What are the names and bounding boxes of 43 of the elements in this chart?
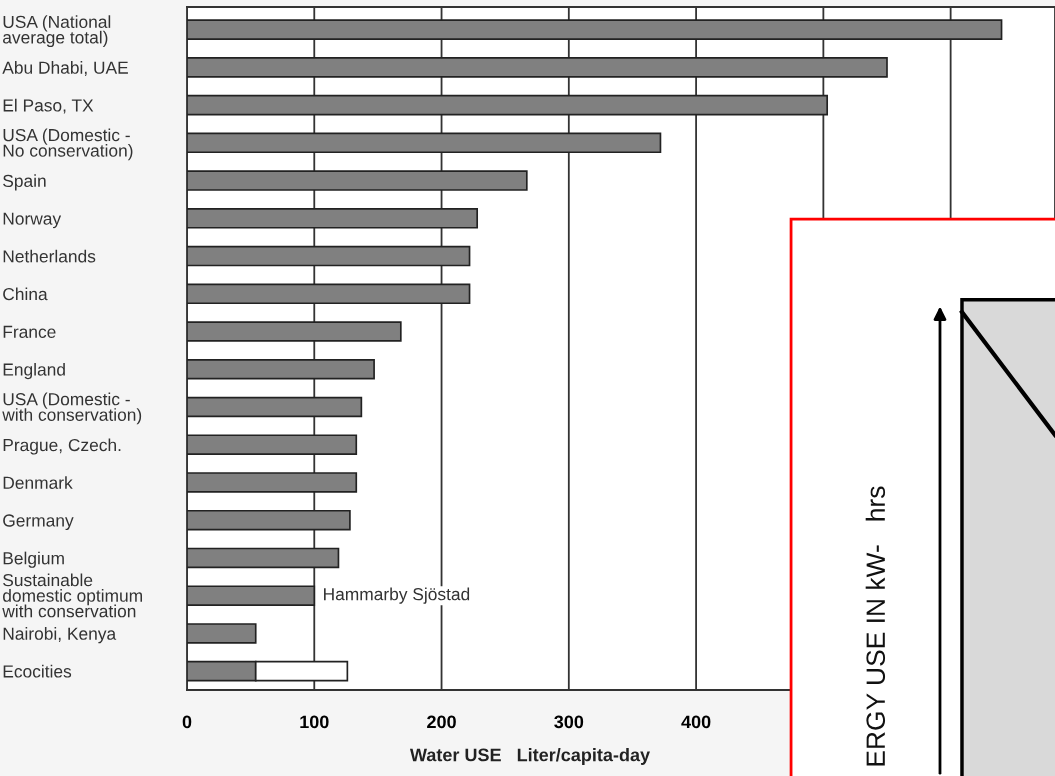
x-tick-label: 0 — [182, 715, 192, 729]
bar — [187, 57, 888, 78]
y-tick-label: China — [3, 287, 48, 301]
bar — [187, 208, 479, 229]
x-tick-label: 300 — [554, 715, 584, 729]
bar — [187, 396, 363, 418]
y-tick-label: El Paso, TX — [3, 98, 94, 114]
x-tick-label: 400 — [681, 715, 711, 729]
y-tick-label: Sustainable domestic optimum with conservation — [2, 573, 142, 618]
x-axis-title: Water USE Liter/capita-day — [409, 748, 650, 765]
bar — [187, 19, 1003, 40]
x-tick-label: 200 — [427, 715, 456, 729]
bar — [187, 170, 528, 191]
y-tick-label: Spain — [3, 174, 46, 191]
y-tick-label: Abu Dhabi, UAE — [2, 61, 128, 76]
y-tick-label: France — [3, 325, 56, 338]
y-tick-label: Norway — [3, 212, 62, 229]
bar — [187, 547, 340, 569]
y-tick-label: Nairobi, Kenya — [3, 627, 117, 644]
bar — [187, 509, 351, 531]
y-tick-label: Belgium — [3, 551, 64, 568]
bar — [187, 283, 471, 305]
y-tick-label: USA (National average total) — [3, 15, 111, 47]
y-tick-label: USA (Domestic - No conservation) — [3, 128, 133, 161]
bar — [187, 358, 375, 380]
bar — [187, 94, 829, 116]
text: ERGY USE IN kW- hrs — [865, 486, 886, 766]
bar — [187, 434, 358, 455]
bar — [187, 585, 316, 606]
y-tick-label: Denmark — [3, 476, 73, 489]
x-tick-label: 100 — [300, 715, 329, 729]
bar — [187, 623, 257, 644]
bar — [187, 245, 471, 267]
bar — [187, 472, 358, 493]
y-tick-label: Netherlands — [3, 249, 96, 263]
y-tick-label: Prague, Czech. — [3, 438, 121, 455]
bar — [187, 132, 662, 154]
y-tick-label: England — [3, 362, 65, 380]
y-tick-label: USA (Domestic - with conservation) — [2, 392, 142, 425]
bar — [187, 321, 402, 342]
y-tick-label: Germany — [3, 514, 74, 531]
y-tick-label: Ecocities — [3, 664, 72, 678]
annotation: Hammarby Sjöstad — [324, 587, 470, 604]
